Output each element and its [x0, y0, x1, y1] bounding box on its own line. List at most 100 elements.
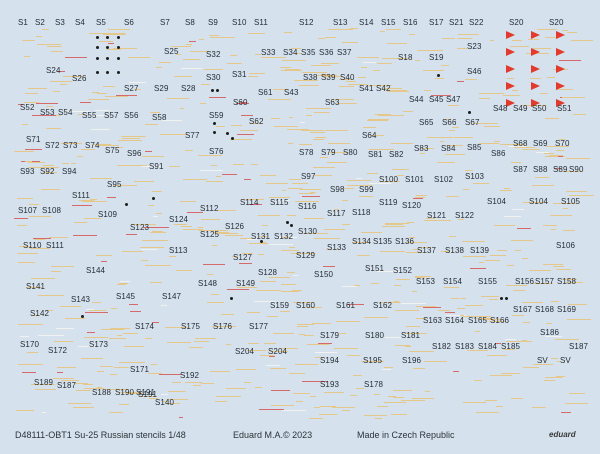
stencil-mark [391, 143, 413, 145]
stencil-mark [554, 168, 561, 170]
stencil-mark [60, 142, 83, 144]
stencil-mark [564, 403, 588, 405]
stencil-mark [435, 78, 445, 80]
stencil-mark [166, 98, 190, 100]
stencil-mark [536, 151, 550, 153]
stencil-mark [284, 31, 292, 33]
decal-label: S15 [381, 18, 396, 27]
stencil-mark [117, 139, 142, 141]
stencil-mark [64, 317, 86, 319]
red-flag-decal [556, 82, 565, 90]
bolt-dot-decal [213, 131, 216, 134]
stencil-mark [489, 255, 506, 257]
stencil-mark [424, 90, 432, 92]
stencil-mark [181, 225, 192, 227]
stencil-mark [314, 351, 338, 353]
decal-label: S81 [368, 150, 383, 159]
stencil-mark [567, 303, 587, 305]
decal-label: S195 [363, 356, 383, 365]
stencil-mark [145, 265, 172, 267]
stencil-mark [37, 44, 62, 46]
stencil-mark [537, 28, 551, 30]
stencil-mark [16, 253, 38, 255]
stencil-mark [103, 86, 115, 88]
stencil-mark [102, 34, 125, 36]
stencil-mark [454, 136, 473, 138]
stencil-mark [229, 138, 253, 140]
stencil-mark [83, 218, 102, 219]
stencil-mark [374, 417, 382, 419]
stencil-mark [86, 332, 96, 334]
stencil-mark [298, 333, 306, 335]
stencil-mark [81, 201, 107, 203]
stencil-mark [521, 301, 544, 303]
stencil-mark [417, 50, 443, 52]
stencil-mark [221, 174, 237, 176]
stencil-mark [505, 340, 532, 342]
stencil-mark [53, 114, 62, 116]
stencil-mark [165, 326, 189, 328]
stencil-mark [240, 130, 258, 132]
decal-label: S79 [321, 148, 336, 157]
stencil-mark [148, 239, 168, 241]
stencil-mark [29, 215, 51, 217]
decal-label: S156 [515, 277, 535, 286]
decal-label: S98 [330, 185, 345, 194]
stencil-mark [479, 262, 484, 264]
decal-label: S106 [556, 241, 576, 250]
stencil-mark [445, 153, 465, 155]
stencil-mark [96, 254, 112, 256]
stencil-mark [347, 184, 359, 186]
decal-label: S87 [513, 165, 528, 174]
stencil-mark [207, 302, 224, 304]
stencil-mark [370, 135, 385, 137]
stencil-mark [89, 310, 106, 312]
stencil-mark [21, 123, 29, 125]
stencil-mark [248, 32, 266, 34]
decal-label: S144 [86, 266, 106, 275]
stencil-mark [309, 417, 324, 419]
bolt-dot-decal [117, 71, 120, 74]
stencil-mark [64, 57, 88, 59]
decal-label: S20 [509, 18, 524, 27]
stencil-mark [166, 342, 189, 344]
stencil-mark [514, 249, 521, 251]
stencil-mark [360, 83, 366, 85]
decal-label: S14 [359, 18, 374, 27]
stencil-mark [393, 390, 402, 392]
stencil-mark [563, 230, 576, 232]
decal-label: S16 [403, 18, 418, 27]
decal-label: S107 [18, 206, 38, 215]
stencil-mark [503, 216, 521, 218]
stencil-mark [416, 194, 427, 196]
stencil-mark [116, 165, 142, 167]
stencil-mark [391, 414, 407, 416]
stencil-mark [452, 126, 459, 128]
stencil-mark [42, 171, 58, 173]
stencil-mark [91, 128, 111, 130]
stencil-mark [85, 312, 108, 314]
stencil-mark [320, 156, 328, 158]
stencil-mark [215, 176, 221, 178]
stencil-mark [57, 371, 64, 373]
stencil-mark [321, 74, 330, 76]
stencil-mark [320, 405, 336, 407]
stencil-mark [569, 392, 585, 394]
decal-label: S172 [48, 346, 68, 355]
stencil-mark [441, 251, 450, 253]
stencil-mark [543, 225, 557, 227]
stencil-mark [265, 364, 280, 366]
decal-label: S157 [535, 277, 555, 286]
decal-label: S117 [327, 209, 346, 218]
bolt-dot-decal [117, 46, 120, 49]
stencil-mark [573, 113, 587, 115]
decal-label: S54 [58, 108, 73, 117]
stencil-mark [514, 147, 535, 149]
decal-label: S28 [181, 84, 196, 93]
stencil-mark [121, 250, 144, 252]
stencil-mark [168, 390, 187, 392]
decal-label: S18 [398, 53, 413, 62]
decal-label: S130 [298, 227, 318, 236]
decal-label: S68 [513, 139, 528, 148]
stencil-mark [257, 254, 264, 256]
